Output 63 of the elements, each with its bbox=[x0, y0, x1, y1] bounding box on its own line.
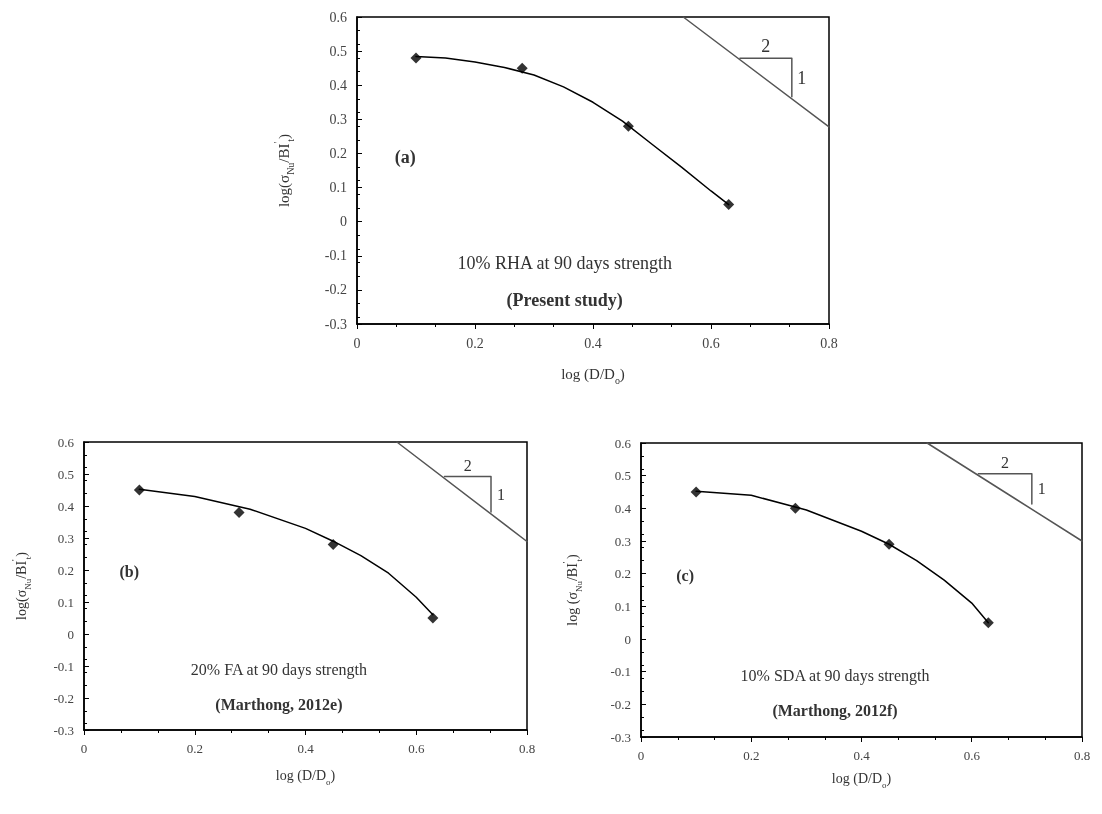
y-tick-label: -0.1 bbox=[53, 658, 74, 674]
y-tick-label: 0.5 bbox=[614, 468, 631, 484]
x-tick-label: 0 bbox=[637, 748, 645, 763]
annotation: (Marthong, 2012e) bbox=[215, 695, 343, 714]
y-tick-label: 0.3 bbox=[57, 530, 74, 546]
x-tick-label: 0 bbox=[353, 335, 361, 351]
y-tick-label: 0 bbox=[67, 626, 74, 642]
y-tick-label: -0.2 bbox=[610, 696, 631, 712]
annotation: 1 bbox=[1037, 480, 1046, 498]
y-tick-label: -0.1 bbox=[610, 664, 631, 680]
y-tick-label: 0.5 bbox=[329, 43, 347, 59]
y-tick-label: -0.3 bbox=[610, 729, 631, 745]
annotation: 2 bbox=[1001, 454, 1010, 472]
y-tick-label: 0.6 bbox=[57, 434, 75, 450]
x-tick-label: 0.4 bbox=[584, 335, 602, 351]
y-axis-title: log(σNu/BI't) bbox=[271, 133, 296, 208]
y-tick-label: -0.3 bbox=[53, 722, 74, 738]
y-tick-label: 0 bbox=[624, 631, 631, 647]
annotation: 2 bbox=[463, 456, 472, 474]
y-tick-label: 0.3 bbox=[614, 533, 631, 549]
x-tick-label: 0.8 bbox=[820, 335, 838, 351]
y-axis-title: log (σNu/BI't) bbox=[560, 554, 584, 626]
x-tick-label: 0.6 bbox=[963, 748, 981, 763]
x-tick-label: 0.4 bbox=[853, 748, 871, 763]
y-tick-label: -0.2 bbox=[324, 282, 347, 298]
y-tick-label: 0 bbox=[340, 214, 347, 230]
y-tick-label: 0.6 bbox=[614, 435, 632, 451]
y-tick-label: 0.1 bbox=[57, 594, 74, 610]
x-tick-label: 0.2 bbox=[466, 335, 484, 351]
x-tick-label: 0.2 bbox=[186, 741, 203, 756]
y-axis-title: log(σNu/BI't) bbox=[9, 551, 33, 620]
annotation: (a) bbox=[394, 146, 416, 168]
y-tick-label: -0.1 bbox=[324, 248, 347, 264]
y-tick-label: 0.3 bbox=[329, 111, 347, 127]
annotation: 10% RHA at 90 days strength bbox=[457, 252, 672, 273]
x-tick-label: 0.6 bbox=[408, 741, 425, 756]
y-tick-label: 0.5 bbox=[57, 466, 74, 482]
x-tick-label: 0 bbox=[80, 741, 88, 756]
annotation: (b) bbox=[119, 563, 139, 582]
x-tick-label: 0.8 bbox=[518, 741, 536, 756]
y-tick-label: 0.2 bbox=[329, 145, 347, 161]
annotation: 1 bbox=[797, 67, 807, 88]
y-tick-label: 0.1 bbox=[329, 180, 347, 196]
annotation: 20% FA at 90 days strength bbox=[190, 661, 367, 680]
annotation: 10% SDA at 90 days strength bbox=[740, 666, 930, 685]
x-tick-label: 0.2 bbox=[743, 748, 760, 763]
y-tick-label: 0.4 bbox=[614, 500, 632, 516]
annotation: (c) bbox=[676, 566, 695, 585]
y-tick-label: 0.1 bbox=[614, 598, 631, 614]
x-tick-label: 0.8 bbox=[1073, 748, 1091, 763]
x-tick-label: 0.4 bbox=[297, 741, 315, 756]
y-tick-label: 0.6 bbox=[329, 9, 347, 25]
annotation: 1 bbox=[497, 485, 506, 503]
y-tick-label: 0.2 bbox=[57, 562, 74, 578]
x-tick-label: 0.6 bbox=[702, 335, 720, 351]
y-tick-label: -0.3 bbox=[324, 316, 347, 332]
annotation: (Present study) bbox=[506, 290, 623, 312]
annotation: (Marthong, 2012f) bbox=[772, 702, 898, 721]
annotation: 2 bbox=[761, 35, 771, 56]
y-tick-label: 0.2 bbox=[614, 566, 631, 582]
y-tick-label: 0.4 bbox=[57, 498, 75, 514]
y-tick-label: -0.2 bbox=[53, 690, 74, 706]
y-tick-label: 0.4 bbox=[329, 77, 347, 93]
